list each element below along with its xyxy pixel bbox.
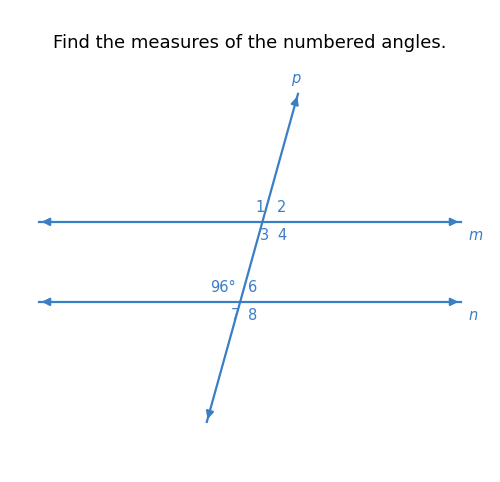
Text: 1: 1	[255, 201, 264, 215]
Text: 6: 6	[248, 281, 258, 295]
Text: p: p	[291, 71, 300, 86]
Text: 4: 4	[277, 228, 286, 243]
Text: 8: 8	[248, 308, 258, 323]
Text: 7: 7	[231, 308, 240, 323]
Text: n: n	[468, 308, 477, 323]
Text: 96°: 96°	[210, 281, 236, 295]
Text: 3: 3	[260, 228, 269, 243]
Text: 2: 2	[277, 201, 286, 215]
Text: m: m	[468, 228, 482, 243]
Text: Find the measures of the numbered angles.: Find the measures of the numbered angles…	[53, 34, 447, 52]
